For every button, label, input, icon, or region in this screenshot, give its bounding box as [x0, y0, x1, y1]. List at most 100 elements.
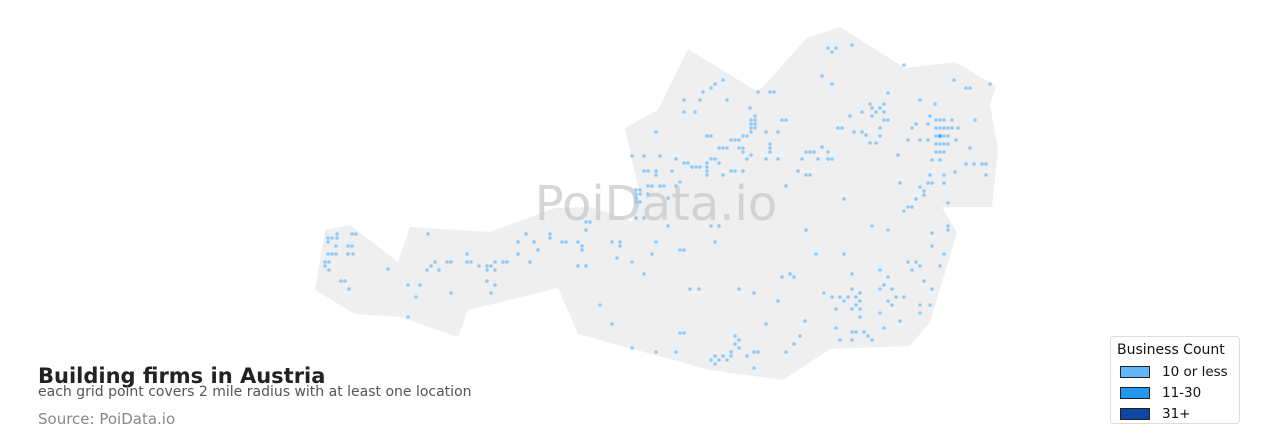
- grid-point: [741, 146, 745, 150]
- map-title: Building firms in Austria: [38, 364, 326, 388]
- grid-point: [918, 98, 922, 102]
- grid-point: [934, 134, 938, 138]
- grid-point: [721, 146, 725, 150]
- grid-point: [878, 134, 882, 138]
- grid-point: [928, 114, 932, 118]
- grid-point: [798, 334, 802, 338]
- grid-point: [516, 240, 520, 244]
- grid-point: [737, 287, 741, 291]
- grid-point: [588, 220, 592, 224]
- grid-point: [842, 252, 846, 256]
- grid-point: [830, 82, 834, 86]
- grid-point: [737, 338, 741, 342]
- grid-point: [896, 153, 900, 157]
- grid-point: [804, 173, 808, 177]
- grid-point: [834, 326, 838, 330]
- grid-point: [584, 264, 588, 268]
- grid-point: [327, 268, 331, 272]
- grid-point: [350, 232, 354, 236]
- map-subtitle: each grid point covers 2 mile radius wit…: [38, 384, 472, 400]
- grid-point: [878, 311, 882, 315]
- grid-point: [654, 130, 658, 134]
- grid-point: [942, 181, 946, 185]
- grid-point: [721, 173, 725, 177]
- grid-point: [910, 205, 914, 209]
- grid-point: [642, 216, 646, 220]
- grid-point: [741, 169, 745, 173]
- grid-point: [630, 154, 634, 158]
- grid-point: [942, 118, 946, 122]
- grid-point: [922, 193, 926, 197]
- grid-point: [654, 169, 658, 173]
- grid-point: [898, 181, 902, 185]
- grid-point: [753, 114, 757, 118]
- grid-point: [693, 110, 697, 114]
- grid-point: [886, 299, 890, 303]
- grid-point: [709, 224, 713, 228]
- grid-point: [756, 350, 760, 354]
- grid-point: [852, 130, 856, 134]
- grid-point: [752, 291, 756, 295]
- grid-point: [930, 287, 934, 291]
- grid-point: [772, 90, 776, 94]
- grid-point: [713, 82, 717, 86]
- grid-point: [705, 134, 709, 138]
- grid-point: [737, 346, 741, 350]
- grid-point: [697, 287, 701, 291]
- grid-point: [705, 169, 709, 173]
- grid-point: [854, 295, 858, 299]
- grid-point: [477, 264, 481, 268]
- grid-point: [733, 138, 737, 142]
- legend-label: 11-30: [1162, 384, 1202, 401]
- grid-point: [950, 126, 954, 130]
- grid-point: [642, 154, 646, 158]
- grid-point: [406, 315, 410, 319]
- grid-point: [654, 173, 658, 177]
- grid-point: [926, 122, 930, 126]
- grid-point-mid: [938, 134, 942, 138]
- grid-point: [918, 264, 922, 268]
- grid-point: [449, 291, 453, 295]
- grid-point: [804, 150, 808, 154]
- grid-point: [814, 252, 818, 256]
- grid-point: [934, 118, 938, 122]
- grid-point: [725, 146, 729, 150]
- grid-point: [634, 188, 638, 192]
- grid-point: [749, 118, 753, 122]
- grid-point: [768, 146, 772, 150]
- grid-point: [850, 43, 854, 47]
- grid-point: [650, 184, 654, 188]
- grid-point: [984, 173, 988, 177]
- grid-point: [928, 303, 932, 307]
- grid-point: [934, 150, 938, 154]
- legend-item-mid: 11-30: [1117, 382, 1233, 403]
- grid-point: [610, 322, 614, 326]
- grid-point: [918, 185, 922, 189]
- grid-point: [642, 169, 646, 173]
- grid-point: [930, 158, 934, 162]
- grid-point: [682, 110, 686, 114]
- grid-point: [354, 232, 358, 236]
- grid-points: [323, 43, 992, 370]
- grid-point: [836, 126, 840, 130]
- grid-point: [493, 260, 497, 264]
- grid-point: [838, 338, 842, 342]
- grid-point: [705, 161, 709, 165]
- grid-point: [682, 98, 686, 102]
- grid-point: [449, 260, 453, 264]
- grid-point: [418, 283, 422, 287]
- grid-point: [968, 86, 972, 90]
- grid-point: [678, 248, 682, 252]
- grid-point: [501, 260, 505, 264]
- grid-point: [670, 169, 674, 173]
- grid-point: [950, 118, 954, 122]
- grid-point: [902, 209, 906, 213]
- legend-swatch: [1120, 386, 1150, 399]
- grid-point: [386, 267, 390, 271]
- grid-point: [858, 307, 862, 311]
- grid-point: [485, 279, 489, 283]
- grid-point: [918, 303, 922, 307]
- grid-point: [768, 142, 772, 146]
- grid-point: [701, 90, 705, 94]
